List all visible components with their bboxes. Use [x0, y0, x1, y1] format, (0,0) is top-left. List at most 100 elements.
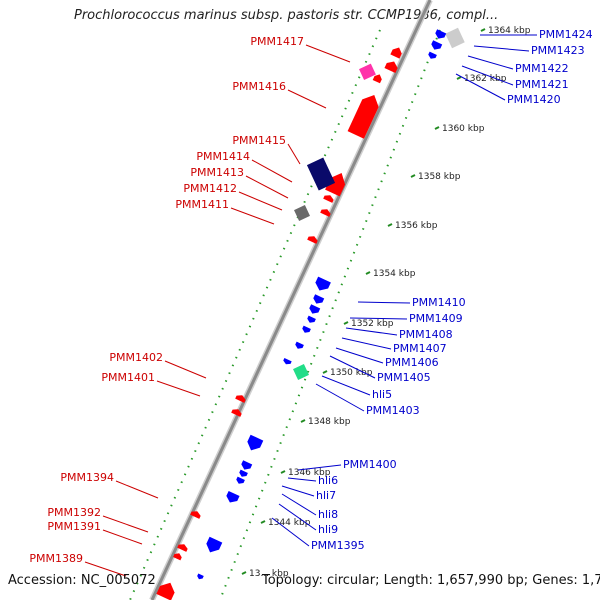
reverse-label-leader	[335, 347, 384, 364]
reverse-gene-arrow[interactable]	[434, 29, 447, 40]
forward-gene-arrow[interactable]	[173, 552, 183, 561]
reverse-gene-label[interactable]: hli6	[318, 474, 338, 487]
reverse-label-leader	[473, 45, 530, 52]
forward-gene-arrow[interactable]	[177, 542, 189, 552]
reverse-gene-label[interactable]: PMM1409	[409, 312, 463, 325]
reverse-gene-label[interactable]: PMM1421	[515, 78, 569, 91]
reverse-gene-arrow[interactable]	[313, 276, 331, 294]
forward-gene-label[interactable]: PMM1417	[250, 35, 304, 48]
reverse-gene-arrow[interactable]	[204, 536, 223, 556]
reverse-gene-arrow[interactable]	[235, 476, 245, 486]
forward-gene-label[interactable]: PMM1412	[183, 182, 237, 195]
forward-gene-arrow[interactable]	[390, 45, 403, 59]
forward-gene-label[interactable]: PMM1402	[109, 351, 163, 364]
forward-label-leader	[251, 159, 293, 183]
reverse-gene-label[interactable]: PMM1400	[343, 458, 397, 471]
reverse-gene-label[interactable]: PMM1422	[515, 62, 569, 75]
reverse-gene-arrow[interactable]	[282, 358, 292, 366]
reverse-gene-label[interactable]: hli9	[318, 523, 338, 536]
forward-gene-arrow[interactable]	[190, 509, 202, 519]
reverse-gene-arrow[interactable]	[245, 434, 264, 454]
reverse-label-leader	[281, 493, 317, 516]
scale-tick-mark	[387, 223, 393, 227]
reverse-gene-label[interactable]: hli5	[372, 388, 392, 401]
forward-track-guide	[129, 29, 381, 600]
reverse-gene-arrow[interactable]	[312, 294, 325, 305]
gene-labels: PMM1417 PMM1416 PMM1415 PMM1414 PMM1413 PMM14…	[29, 28, 592, 565]
reverse-gene-arrow[interactable]	[294, 341, 304, 351]
gene-pmm1412-block[interactable]	[294, 205, 310, 221]
scale-tick-mark	[410, 174, 416, 178]
forward-gene-arrow[interactable]	[307, 234, 319, 244]
reverse-gene-label[interactable]: PMM1405	[377, 371, 431, 384]
accession-text: Accession: NC_005072	[8, 573, 156, 588]
reverse-gene-label[interactable]: PMM1403	[366, 404, 420, 417]
genome-title: Prochlorococcus marinus subsp. pastoris …	[74, 8, 499, 23]
forward-gene-label[interactable]: PMM1392	[47, 506, 101, 519]
reverse-gene-label[interactable]: PMM1423	[531, 44, 585, 57]
reverse-gene-arrow[interactable]	[238, 469, 248, 479]
forward-gene-arrow[interactable]	[156, 579, 177, 600]
genes	[156, 27, 465, 600]
scale-tick-mark	[434, 126, 440, 130]
forward-gene-arrow[interactable]	[320, 207, 332, 217]
reverse-label-leader	[329, 355, 376, 379]
reverse-label-leader	[455, 73, 506, 101]
scale-tick-mark	[322, 370, 328, 374]
reverse-gene-label[interactable]: PMM1410	[412, 296, 466, 309]
forward-gene-arrow[interactable]	[347, 91, 383, 139]
reverse-label-leader	[461, 65, 514, 86]
forward-gene-label[interactable]: PMM1394	[60, 471, 114, 484]
scale-tick-label: 1360 kbp	[442, 124, 485, 134]
forward-label-leader	[84, 561, 127, 577]
forward-label-leader	[238, 191, 283, 211]
forward-gene-arrow[interactable]	[235, 393, 247, 403]
scale-tick-label: 1358 kbp	[418, 172, 461, 182]
reverse-gene-arrow[interactable]	[306, 315, 316, 325]
forward-gene-label[interactable]: PMM1416	[232, 80, 286, 93]
scale-tick-mark	[365, 271, 371, 275]
scale-tick-mark	[480, 28, 486, 32]
forward-gene-arrow[interactable]	[231, 407, 243, 417]
forward-gene-label[interactable]: PMM1411	[175, 198, 229, 211]
forward-gene-arrow[interactable]	[372, 73, 384, 84]
reverse-gene-label[interactable]: PMM1407	[393, 342, 447, 355]
summary-text: Topology: circular; Length: 1,657,990 bp…	[262, 573, 600, 588]
forward-gene-label[interactable]: PMM1413	[190, 166, 244, 179]
reverse-gene-label[interactable]: PMM1420	[507, 93, 561, 106]
reverse-gene-label[interactable]: hli7	[316, 489, 336, 502]
reverse-label-leader	[297, 464, 342, 471]
scale-tick-label: 1362 kbp	[464, 74, 507, 84]
reverse-gene-arrow[interactable]	[430, 40, 443, 51]
forward-label-leader	[287, 89, 327, 109]
reverse-gene-arrow[interactable]	[196, 573, 204, 580]
gene-pmm1424-block[interactable]	[445, 27, 465, 49]
forward-label-leader	[115, 480, 159, 499]
gene-pmm1417-block[interactable]	[359, 63, 376, 80]
forward-gene-label[interactable]: PMM1401	[101, 371, 155, 384]
reverse-gene-arrow[interactable]	[240, 460, 253, 471]
scale-tick-label: 1364 kbp	[488, 26, 531, 36]
forward-gene-arrow[interactable]	[323, 193, 335, 203]
gene-hli5-block[interactable]	[293, 364, 309, 380]
forward-gene-label[interactable]: PMM1391	[47, 520, 101, 533]
reverse-gene-label[interactable]: PMM1406	[385, 356, 439, 369]
forward-gene-label[interactable]: PMM1414	[196, 150, 250, 163]
reverse-gene-label[interactable]: PMM1395	[311, 539, 365, 552]
reverse-gene-arrow[interactable]	[301, 325, 311, 335]
forward-gene-label[interactable]: PMM1389	[29, 552, 83, 565]
reverse-gene-arrow[interactable]	[427, 51, 437, 61]
forward-label-leader	[230, 207, 275, 225]
forward-gene-arrow[interactable]	[384, 59, 399, 74]
reverse-label-leader	[467, 55, 514, 70]
reverse-gene-label[interactable]: PMM1408	[399, 328, 453, 341]
reverse-gene-arrow[interactable]	[224, 490, 240, 505]
scale-tick-mark	[300, 419, 306, 423]
gene-pmm1415-block[interactable]	[306, 157, 336, 191]
reverse-gene-arrow[interactable]	[308, 304, 321, 315]
forward-gene-label[interactable]: PMM1415	[232, 134, 286, 147]
reverse-gene-label[interactable]: PMM1424	[539, 28, 593, 41]
reverse-label-leader	[341, 337, 392, 350]
reverse-label-leader	[281, 485, 315, 497]
reverse-gene-label[interactable]: hli8	[318, 508, 338, 521]
